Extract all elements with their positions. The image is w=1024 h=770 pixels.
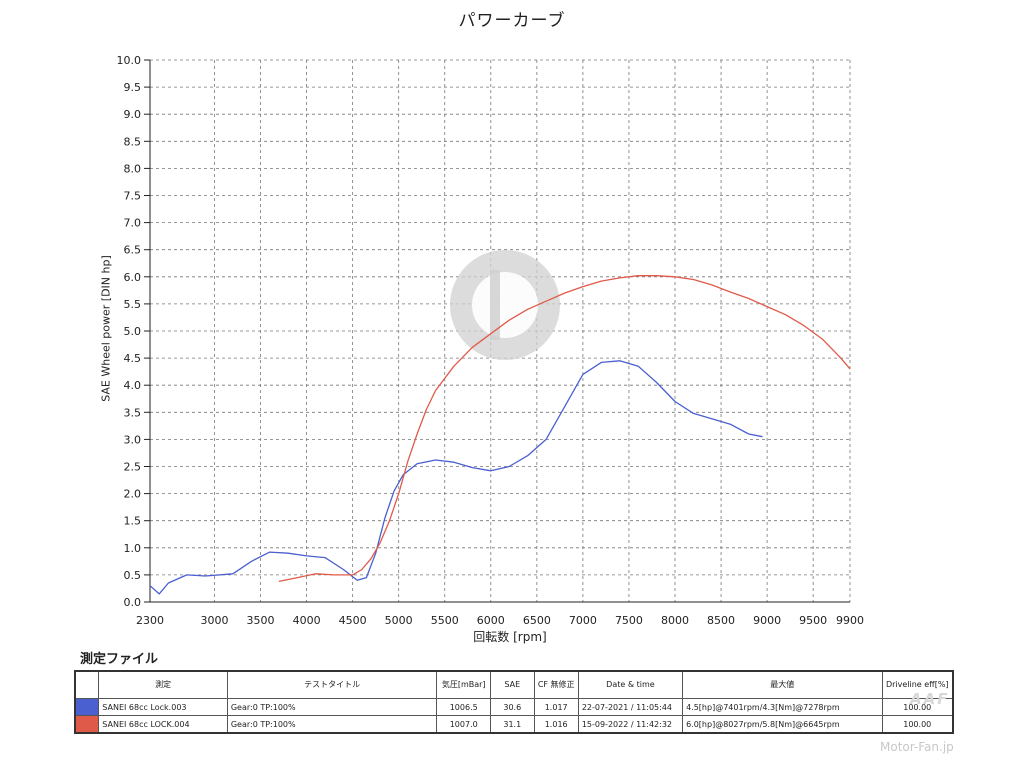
header-cf: CF 無修正 [533,670,579,699]
y-tick-label: 0.5 [124,569,142,582]
y-tick-label: 6.5 [124,244,142,257]
x-tick-label: 4000 [293,614,321,627]
series-group [149,275,851,595]
y-tick-label: 8.0 [124,162,142,175]
y-tick-label: 7.0 [124,217,142,230]
row-cf: 1.017 [533,698,579,716]
axes [144,59,850,603]
y-tick-label: 8.5 [124,135,142,148]
x-axis-label: 回転数 [rpm] [473,630,547,644]
y-tick-label: 9.5 [124,81,142,94]
row-cf: 1.016 [533,715,579,734]
y-tick-label: 0.0 [124,596,142,609]
row-color-swatch [74,715,100,734]
table-row[interactable]: SANEI 68cc LOCK.004 Gear:0 TP:100% 1007.… [74,715,954,734]
row-name: SANEI 68cc LOCK.004 [98,715,228,734]
y-tick-label: 3.5 [124,406,142,419]
header-color [74,670,100,699]
section-title: 測定ファイル [80,652,159,667]
x-tick-label: 8500 [707,614,735,627]
series-line-1 [149,360,763,595]
x-tick-label: 4500 [339,614,367,627]
row-driveline: 100.00 [881,698,954,716]
table-row[interactable]: SANEI 68cc Lock.003 Gear:0 TP:100% 1006.… [74,698,954,716]
x-tick-label: 5000 [385,614,413,627]
header-measure: 測定 [98,670,228,699]
y-tick-label: 6.0 [124,271,142,284]
x-tick-label: 5500 [431,614,459,627]
table-header-row: 測定 テストタイトル 気圧[mBar] SAE CF 無修正 Date & ti… [74,670,954,699]
header-max: 最大値 [682,670,883,699]
row-sae: 31.1 [490,715,535,734]
y-tick-label: 9.0 [124,108,142,121]
y-tick-label: 10.0 [117,54,142,67]
series-line-2 [278,275,851,583]
power-curve-chart: 2300 3000 3500 4000 4500 5000 5500 6000 6500 7000… [117,54,865,627]
watermark-text: Motor-Fan.jp [880,740,954,754]
y-tick-label: 2.0 [124,488,142,501]
row-color-swatch [74,698,100,716]
chart-title: パワーカーブ [458,11,566,31]
y-tick-label: 1.0 [124,542,142,555]
row-name: SANEI 68cc Lock.003 [98,698,228,716]
row-max: 4.5[hp]@7401rpm/4.3[Nm]@7278rpm [682,698,883,716]
x-tick-label: 6500 [523,614,551,627]
y-tick-label: 2.5 [124,461,142,474]
row-pressure: 1007.0 [436,715,492,734]
row-driveline: 100.00 [881,715,954,734]
row-date: 22-07-2021 / 11:05:44 [577,698,684,716]
header-test-title: テストタイトル [226,670,438,699]
row-title: Gear:0 TP:100% [226,698,438,716]
header-pressure: 気圧[mBar] [436,670,492,699]
header-driveline: Driveline eff[%] [881,670,954,699]
row-max: 6.0[hp]@8027rpm/5.8[Nm]@6645rpm [682,715,883,734]
brand-logo-watermark: AAF [910,690,950,708]
y-tick-label: 4.0 [124,379,142,392]
x-tick-label: 7500 [615,614,643,627]
row-title: Gear:0 TP:100% [226,715,438,734]
row-date: 15-09-2022 / 11:42:32 [577,715,684,734]
x-tick-label: 6000 [477,614,505,627]
x-tick-label: 9500 [799,614,827,627]
dyno-logo-watermark [450,250,560,360]
y-tick-label: 1.5 [124,515,142,528]
tick-labels: 2300 3000 3500 4000 4500 5000 5500 6000 6500 7000… [117,54,865,627]
x-tick-label: 3500 [247,614,275,627]
header-sae: SAE [490,670,535,699]
y-axis-label: SAE Wheel power [DIN hp] [99,255,113,402]
y-tick-label: 3.0 [124,433,142,446]
x-tick-label: 2300 [136,614,164,627]
y-tick-label: 4.5 [124,352,142,365]
header-date: Date & time [577,670,684,699]
y-tick-label: 5.0 [124,325,142,338]
x-tick-label: 7000 [569,614,597,627]
measurement-table: 測定 テストタイトル 気圧[mBar] SAE CF 無修正 Date & ti… [74,670,954,734]
x-tick-label: 3000 [200,614,228,627]
y-tick-label: 7.5 [124,190,142,203]
grid [149,59,851,603]
row-sae: 30.6 [490,698,535,716]
x-tick-label: 8000 [661,614,689,627]
row-pressure: 1006.5 [436,698,492,716]
x-tick-label: 9900 [836,614,864,627]
y-tick-label: 5.5 [124,298,142,311]
x-tick-label: 9000 [753,614,781,627]
